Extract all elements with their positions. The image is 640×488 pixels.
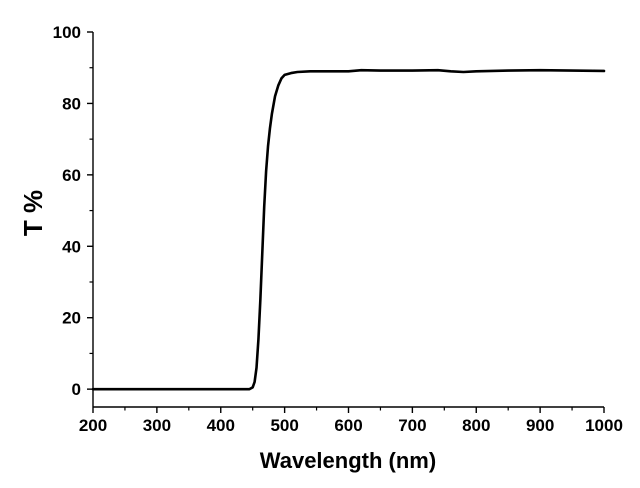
axes (92, 32, 604, 408)
data-point (155, 388, 158, 391)
data-point (411, 69, 414, 72)
data-point (539, 69, 542, 72)
data-point (283, 73, 286, 76)
data-point (259, 298, 262, 301)
data-point (290, 72, 292, 74)
y-tick-label: 40 (62, 237, 81, 256)
x-tick-label: 1000 (585, 416, 623, 435)
data-point (437, 69, 439, 72)
data-point (265, 170, 268, 173)
x-tick-label: 800 (462, 416, 490, 435)
y-tick-label: 20 (62, 309, 81, 328)
y-tick-label: 80 (62, 94, 81, 113)
y-tick-label: 0 (72, 380, 81, 399)
data-point (360, 69, 363, 72)
x-tick-label: 700 (398, 416, 426, 435)
series-group (91, 68, 606, 391)
data-point (475, 70, 478, 73)
data-point (269, 127, 271, 130)
data-point (274, 95, 276, 98)
data-point (379, 69, 382, 72)
data-point (507, 69, 510, 72)
data-point (334, 70, 337, 73)
x-tick-label: 900 (526, 416, 554, 435)
series-line (91, 68, 606, 391)
data-point (280, 77, 283, 80)
data-point (347, 70, 350, 73)
data-point (248, 388, 251, 391)
y-tick-label: 100 (53, 23, 81, 42)
data-point (462, 71, 465, 73)
x-tick-label: 200 (79, 416, 107, 435)
data-point (296, 71, 299, 73)
tick-labels: 200 300 400 500 600 700 800 900 1000 0 20 40 60 80 100 (53, 23, 623, 435)
y-tick-label: 60 (62, 166, 81, 185)
x-tick-label: 300 (143, 416, 171, 435)
data-point (571, 69, 573, 72)
tick-marks (87, 31, 605, 413)
x-tick-label: 400 (207, 416, 235, 435)
data-point (263, 206, 266, 208)
y-axis-title: T % (18, 190, 48, 236)
data-point (270, 113, 273, 116)
x-tick-label: 600 (334, 416, 362, 435)
data-point (603, 70, 605, 72)
data-point (219, 388, 222, 391)
data-point (92, 388, 94, 391)
data-point (251, 386, 254, 389)
data-point (309, 70, 312, 73)
data-point (277, 84, 280, 87)
data-point (255, 366, 258, 369)
x-axis-title: Wavelength (nm) (260, 448, 436, 473)
data-point (449, 70, 452, 73)
x-tick-label: 500 (270, 416, 298, 435)
data-point (322, 70, 324, 73)
data-point (257, 338, 260, 341)
data-point (261, 252, 264, 255)
data-point (267, 145, 269, 148)
data-point (253, 381, 256, 383)
